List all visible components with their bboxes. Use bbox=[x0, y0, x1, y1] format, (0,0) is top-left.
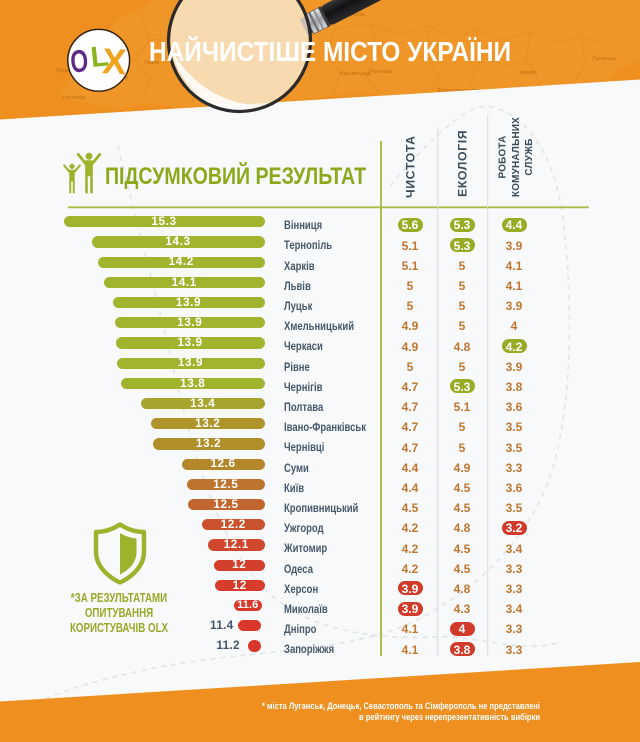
svg-text:L: L bbox=[89, 40, 110, 74]
svg-text:X: X bbox=[101, 40, 127, 82]
svg-text:КОМУНАЛЬНИХ: КОМУНАЛЬНИХ bbox=[511, 117, 522, 197]
svg-text:Харків: Харків bbox=[519, 70, 537, 76]
svg-text:Полтава: Полтава bbox=[369, 69, 393, 75]
svg-text:Чернігів: Чернігів bbox=[342, 12, 365, 18]
svg-text:ЕКОЛОГІЯ: ЕКОЛОГІЯ bbox=[456, 130, 470, 197]
svg-text:Луцьк: Луцьк bbox=[56, 68, 73, 74]
svg-text:ЧИСТОТА: ЧИСТОТА bbox=[404, 135, 418, 198]
svg-text:РОБОТА: РОБОТА bbox=[498, 136, 509, 179]
svg-text:O: O bbox=[69, 42, 89, 79]
svg-text:Луганськ: Луганськ bbox=[592, 56, 617, 62]
svg-text:Ужгород: Ужгород bbox=[62, 95, 85, 101]
svg-text:СЛУЖБ: СЛУЖБ bbox=[524, 138, 535, 175]
svg-text:Львів: Львів bbox=[144, 60, 160, 66]
svg-text:Кіровоград: Кіровоград bbox=[340, 71, 371, 77]
